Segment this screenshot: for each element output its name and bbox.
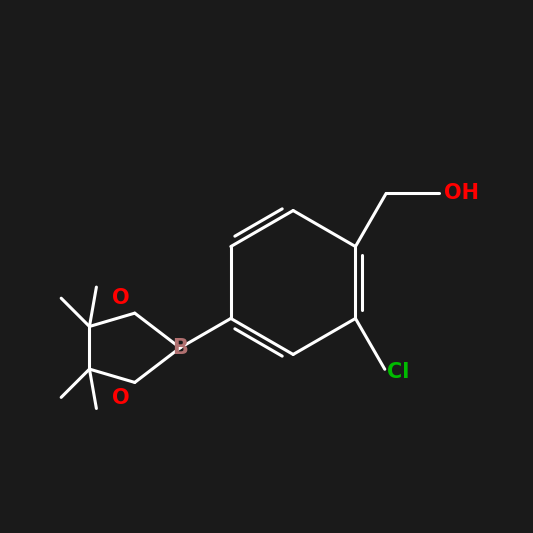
- Text: B: B: [172, 338, 188, 358]
- Text: Cl: Cl: [387, 362, 410, 382]
- Text: O: O: [112, 288, 130, 308]
- Text: O: O: [112, 388, 130, 408]
- Text: OH: OH: [443, 183, 479, 204]
